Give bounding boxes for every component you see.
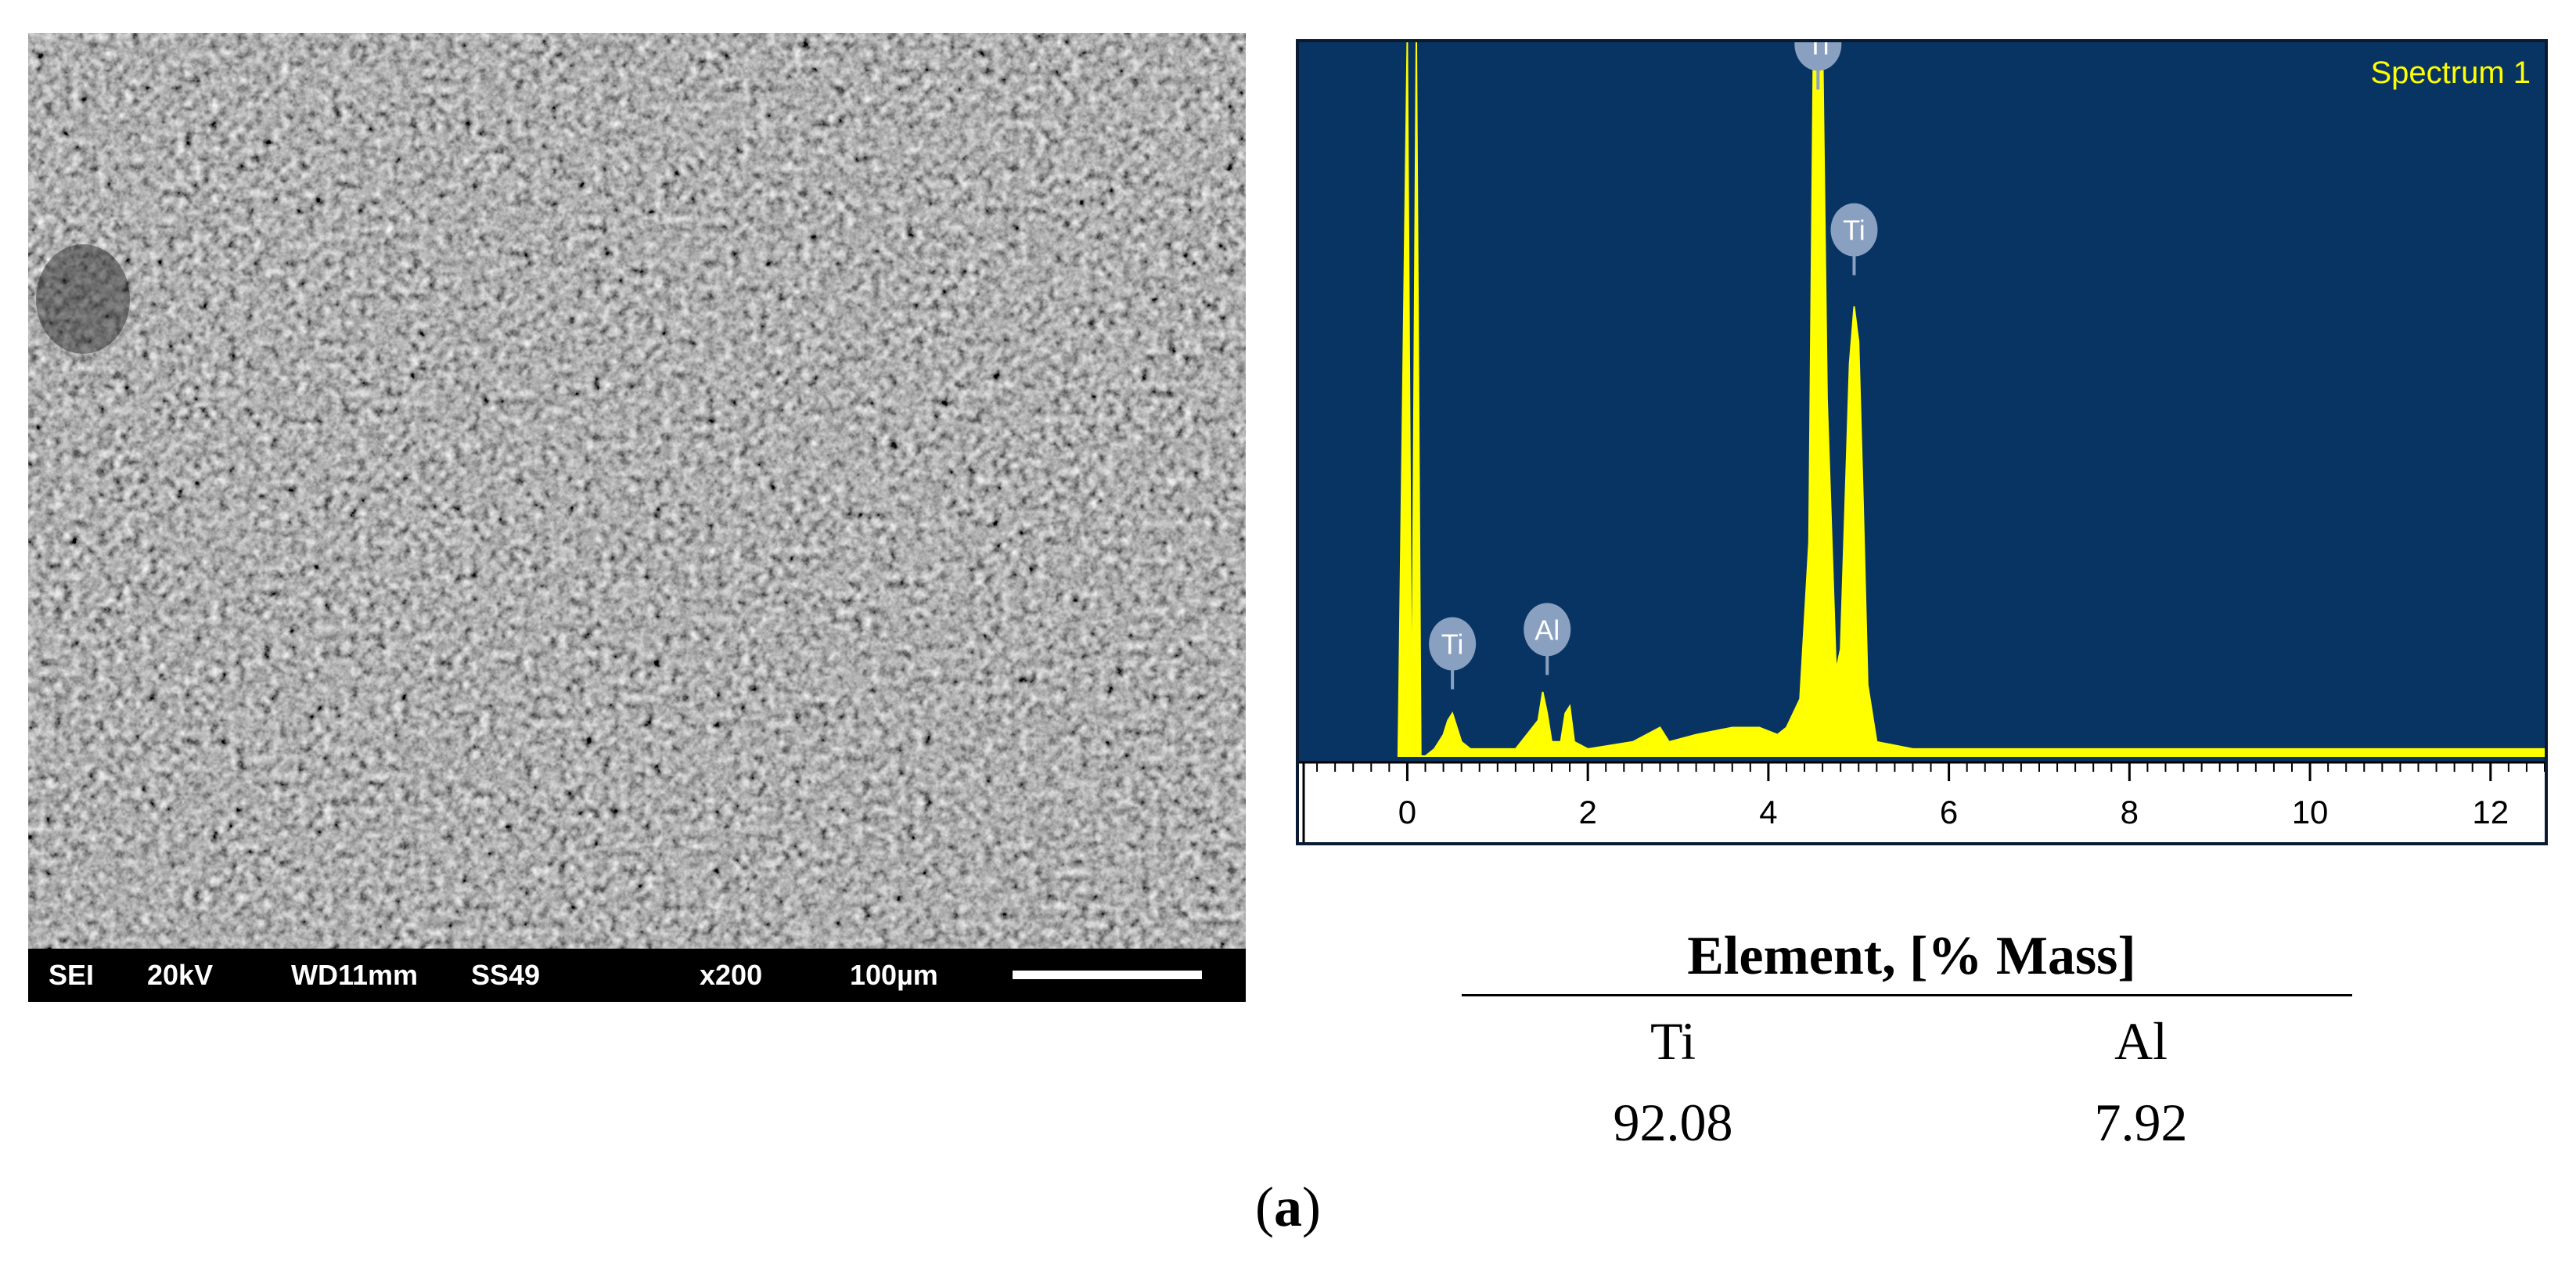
peak-label-text: Ti bbox=[1807, 42, 1829, 60]
x-tick-label: 4 bbox=[1759, 794, 1777, 830]
x-tick-label: 10 bbox=[2292, 794, 2329, 830]
x-tick-label: 6 bbox=[1940, 794, 1958, 830]
panel-close-paren: ) bbox=[1302, 1176, 1321, 1238]
sem-mode: SEI bbox=[49, 959, 95, 991]
peak-label-bubble bbox=[1429, 617, 1477, 671]
peak-label-ti: Ti bbox=[1794, 42, 1842, 90]
element-symbol-al: Al bbox=[2114, 1011, 2168, 1071]
tick-labels: 0 2 4 6 8 10 12 bbox=[1398, 794, 2509, 830]
x-tick-label: 0 bbox=[1398, 794, 1416, 830]
peak-label-bubble bbox=[1524, 603, 1571, 657]
peak-label-text: Ti bbox=[1843, 214, 1865, 247]
peak-label-bubble bbox=[1830, 203, 1878, 257]
element-value-al: 7.92 bbox=[2094, 1093, 2188, 1152]
element-value-ti: 92.08 bbox=[1613, 1093, 1733, 1152]
peak-labels: Ti Al Ti Ti bbox=[1429, 42, 1878, 690]
composition-rule bbox=[1462, 994, 2352, 996]
sem-image bbox=[28, 33, 1246, 949]
sem-micrograph: SEI 20kV WD11mm SS49 x200 100µm bbox=[28, 33, 1246, 1002]
spectrum-trace bbox=[1397, 42, 2545, 757]
peak-label-text: Ti bbox=[1441, 629, 1464, 661]
plot-area bbox=[1299, 42, 2545, 762]
spectrum-title: Spectrum 1 bbox=[2370, 56, 2531, 90]
sem-scale-label: 100µm bbox=[850, 959, 938, 991]
sem-spot-size: SS49 bbox=[471, 959, 541, 991]
eds-spectrum-svg: 0 2 4 6 8 10 12 Ti Al Ti Ti Spectrum 1 bbox=[1299, 42, 2545, 842]
sem-info-bar: SEI 20kV WD11mm SS49 x200 100µm bbox=[28, 949, 1246, 1002]
composition-header: Element, [% Mass] bbox=[1687, 926, 2136, 986]
x-tick-label: 8 bbox=[2121, 794, 2139, 830]
x-tick-label: 12 bbox=[2472, 794, 2509, 830]
peak-label-ti: Ti bbox=[1429, 617, 1477, 690]
x-tick-label: 2 bbox=[1578, 794, 1596, 830]
sem-scale-bar bbox=[1013, 971, 1202, 979]
sem-working-distance: WD11mm bbox=[291, 959, 419, 991]
sem-voltage: 20kV bbox=[147, 959, 214, 991]
panel-open-paren: ( bbox=[1255, 1176, 1274, 1238]
panel-letter: a bbox=[1274, 1176, 1302, 1238]
sem-magnification: x200 bbox=[700, 959, 763, 991]
peak-label-al: Al bbox=[1524, 603, 1571, 675]
axis-area bbox=[1299, 762, 2545, 842]
peak-label-bubble bbox=[1794, 42, 1842, 71]
peak-label-text: Al bbox=[1534, 614, 1560, 646]
major-ticks bbox=[1405, 762, 2492, 781]
panel-label: (a) bbox=[1210, 1174, 1366, 1240]
element-symbol-ti: Ti bbox=[1650, 1011, 1696, 1071]
eds-spectrum-chart: 0 2 4 6 8 10 12 Ti Al Ti Ti Spectrum 1 bbox=[1296, 39, 2548, 845]
peak-label-ti: Ti bbox=[1830, 203, 1878, 276]
